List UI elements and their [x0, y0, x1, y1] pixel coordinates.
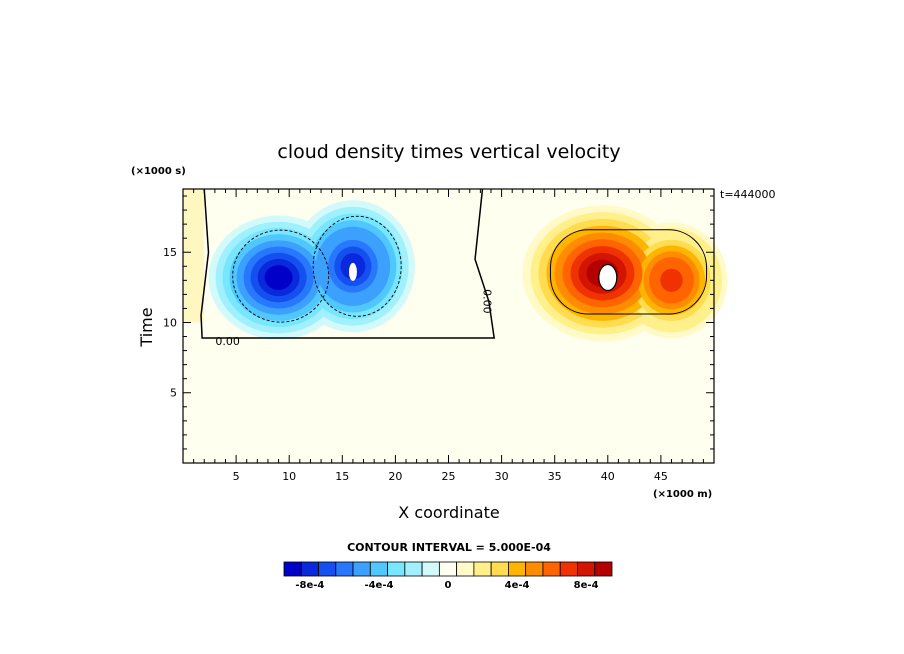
- x-tick-label: 20: [388, 470, 402, 483]
- colorbar-swatch: [335, 561, 354, 577]
- colorbar-swatch: [352, 561, 371, 577]
- colorbar-swatch: [369, 561, 388, 577]
- colorbar-swatch: [542, 561, 561, 577]
- x-tick-label: 10: [282, 470, 296, 483]
- colorbar-tick-label: 0: [445, 580, 452, 591]
- colorbar-tick-label: -4e-4: [364, 580, 393, 591]
- colorbar-swatch: [438, 561, 458, 577]
- positive-core-contour: [598, 263, 618, 292]
- colorbar-swatch: [456, 561, 475, 577]
- negative-contour-west: [232, 229, 330, 323]
- negative-cell-west: [264, 265, 293, 290]
- colorbar-swatch: [473, 561, 492, 577]
- x-tick-label: 5: [233, 470, 240, 483]
- x-tick-label: 40: [601, 470, 615, 483]
- colorbar-swatch: [283, 561, 302, 577]
- positive-cell-east: [660, 268, 683, 292]
- colorbar-tick-label: 8e-4: [574, 580, 599, 591]
- colorbar-swatch: [404, 561, 423, 577]
- colorbar-swatch: [525, 561, 544, 577]
- colorbar: -8e-4 -4e-4 0 4e-4 8e-4: [283, 561, 613, 591]
- y-units-label: (×1000 s): [131, 166, 186, 177]
- chart-title: cloud density times vertical velocity: [277, 141, 620, 163]
- colorbar-swatch: [421, 561, 440, 577]
- axes: 5 10 15 20 25 30 35 40 45 5 10 15: [163, 188, 715, 483]
- y-tick-label: 15: [163, 246, 177, 259]
- colorbar-swatch: [318, 561, 337, 577]
- x-tick-label: 25: [442, 470, 456, 483]
- colorbar-swatch: [490, 561, 509, 577]
- y-tick-label: 10: [163, 316, 177, 329]
- negative-core: [348, 262, 357, 281]
- positive-contour: [549, 229, 708, 315]
- plot-area: 0.00 0.00: [183, 188, 728, 463]
- negative-contour-east: [312, 215, 402, 317]
- x-axis-label: X coordinate: [398, 503, 499, 522]
- contour-label-bottom: 0.00: [215, 335, 240, 348]
- x-tick-label: 35: [548, 470, 562, 483]
- colorbar-swatch: [387, 561, 406, 577]
- x-tick-label: 15: [335, 470, 349, 483]
- x-units-label: (×1000 m): [653, 489, 712, 500]
- zero-contour: [200, 188, 496, 339]
- edge-weak-positive: [183, 189, 205, 323]
- colorbar-swatch: [577, 561, 596, 577]
- contour-interval-label: CONTOUR INTERVAL = 5.000E-04: [347, 541, 551, 554]
- y-tick-label: 5: [170, 387, 177, 400]
- time-annotation: t=444000: [720, 188, 776, 201]
- colorbar-swatch: [594, 561, 613, 577]
- y-axis-label: Time: [137, 307, 156, 347]
- x-tick-label: 45: [654, 470, 668, 483]
- contour-label-right: 0.00: [481, 289, 494, 314]
- colorbar-swatch: [508, 561, 527, 577]
- x-tick-label: 30: [495, 470, 509, 483]
- colorbar-swatch: [300, 561, 319, 577]
- colorbar-tick-label: -8e-4: [295, 580, 324, 591]
- colorbar-swatch: [559, 561, 578, 577]
- colorbar-tick-label: 4e-4: [505, 580, 530, 591]
